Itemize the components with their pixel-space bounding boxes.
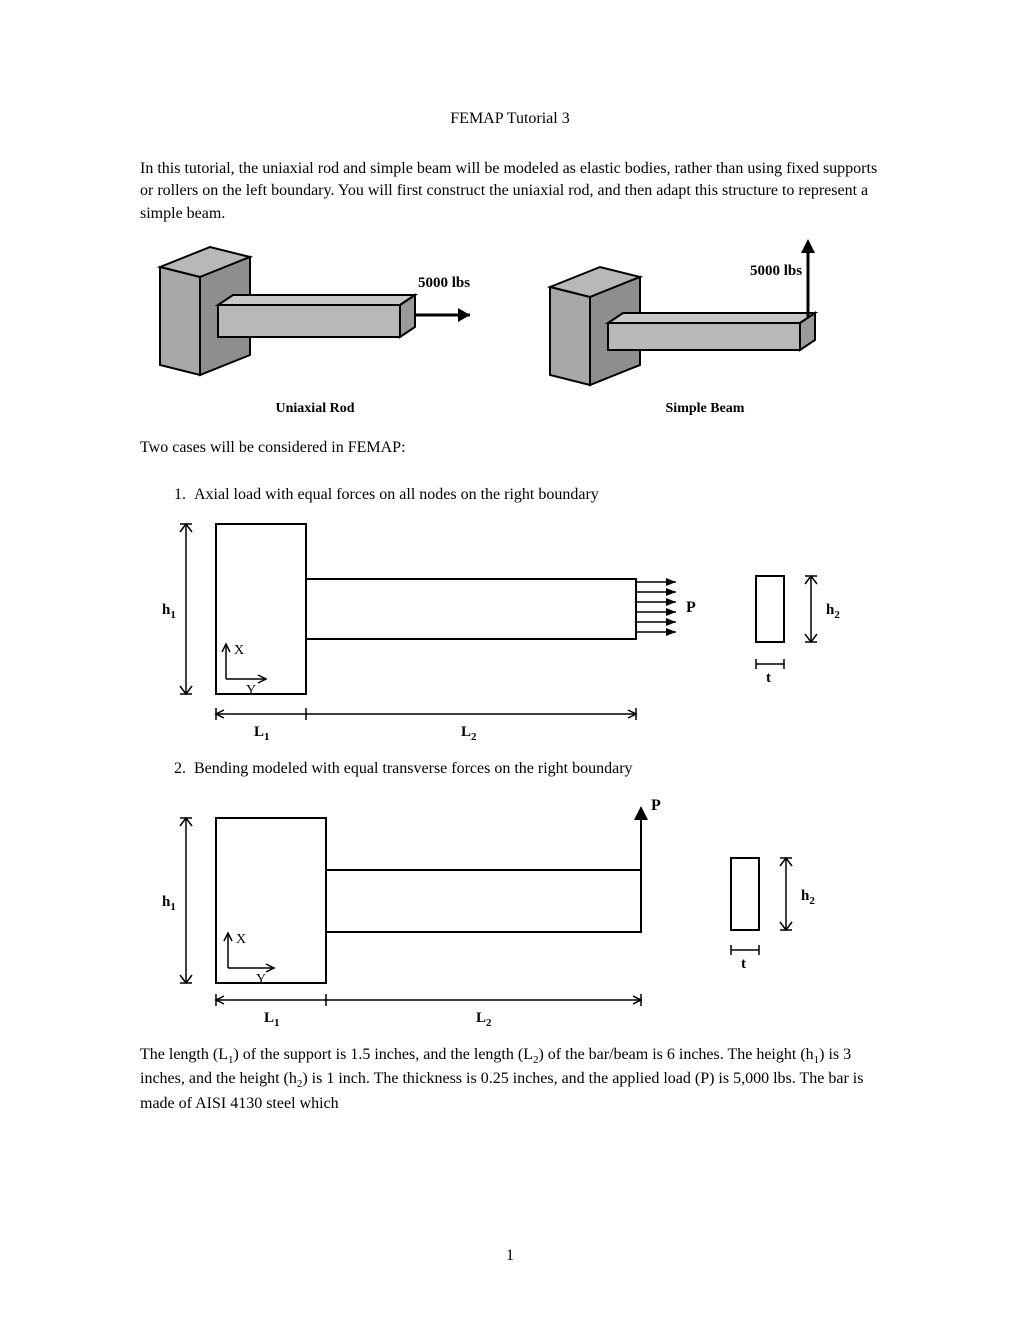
- svg-text:h1: h1: [162, 894, 176, 913]
- iso-right-caption: Simple Beam: [540, 401, 870, 417]
- svg-text:Y: Y: [246, 683, 256, 698]
- svg-text:X: X: [236, 932, 246, 947]
- case-2-text: Bending modeled with equal transverse fo…: [194, 760, 633, 777]
- force-label-right: 5000 lbs: [750, 263, 802, 279]
- uniaxial-rod-svg: 5000 lbs: [150, 235, 480, 395]
- case-2-num: 2.: [174, 760, 194, 777]
- svg-text:h2: h2: [826, 602, 840, 621]
- svg-text:L2: L2: [461, 724, 477, 743]
- iso-left-caption: Uniaxial Rod: [150, 401, 480, 417]
- page-number: 1: [0, 1247, 1020, 1265]
- iso-right: 5000 lbs Simple Beam: [540, 235, 870, 417]
- cases-intro: Two cases will be considered in FEMAP:: [140, 437, 880, 459]
- iso-figures: 5000 lbs Uniaxial Rod 5000 lbs Simple Be…: [150, 235, 880, 417]
- case-1: 1. Axial load with equal forces on all n…: [174, 486, 880, 504]
- svg-text:h1: h1: [162, 602, 176, 621]
- svg-text:h2: h2: [801, 888, 815, 907]
- schematic-axial: h1 X Y: [156, 514, 880, 744]
- iso-left: 5000 lbs Uniaxial Rod: [150, 235, 480, 417]
- svg-text:Y: Y: [256, 972, 266, 987]
- case-1-text: Axial load with equal forces on all node…: [194, 486, 599, 503]
- force-label-left: 5000 lbs: [418, 275, 470, 291]
- svg-text:X: X: [234, 643, 244, 658]
- svg-text:L1: L1: [264, 1010, 280, 1028]
- page-title: FEMAP Tutorial 3: [140, 110, 880, 128]
- case-2: 2. Bending modeled with equal transverse…: [174, 760, 880, 778]
- page: FEMAP Tutorial 3 In this tutorial, the u…: [0, 0, 1020, 1320]
- svg-text:t: t: [741, 956, 746, 972]
- svg-text:P: P: [686, 599, 696, 616]
- simple-beam-svg: 5000 lbs: [540, 235, 870, 395]
- dims-paragraph: The length (L1) of the support is 1.5 in…: [140, 1044, 880, 1116]
- svg-text:L1: L1: [254, 724, 270, 743]
- case-1-num: 1.: [174, 486, 194, 503]
- svg-text:P: P: [651, 797, 661, 814]
- svg-text:L2: L2: [476, 1010, 492, 1028]
- svg-text:t: t: [766, 670, 771, 686]
- schematic-bending: h1 X Y P h2: [156, 788, 880, 1028]
- intro-paragraph: In this tutorial, the uniaxial rod and s…: [140, 158, 880, 225]
